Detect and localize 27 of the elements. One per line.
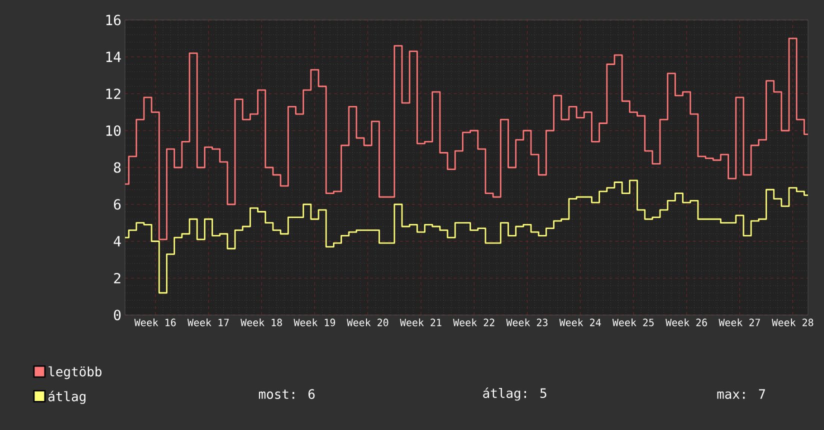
y-tick-label: 14 (106, 52, 121, 62)
y-tick-label: 16 (106, 14, 121, 26)
x-tick-label: Week 23 (506, 318, 548, 326)
x-tick-label: Week 19 (294, 318, 336, 326)
x-tick-label: Week 21 (400, 318, 442, 326)
x-tick-label: Week 20 (346, 318, 388, 326)
x-tick-label: Week 22 (453, 318, 494, 326)
x-tick-label: Week 24 (559, 318, 601, 326)
x-tick-label: Week 26 (666, 318, 707, 326)
y-tick-label: 8 (114, 162, 121, 173)
x-tick-label: Week 27 (718, 318, 760, 326)
legend-label: legtöbb (48, 366, 102, 380)
y-tick-label: 12 (106, 88, 120, 99)
y-tick-label: 2 (114, 272, 120, 284)
x-tick-label: Week 17 (187, 318, 229, 326)
legend-label: átlag (48, 390, 86, 404)
x-tick-label: Week 28 (772, 318, 814, 326)
text: most: 6 (258, 389, 315, 399)
text: átlag: 5 (483, 387, 546, 401)
y-tick-label: 4 (114, 236, 121, 246)
text: max: 7 (717, 389, 765, 399)
x-tick-label: Week 16 (134, 318, 176, 326)
x-tick-label: Week 18 (240, 318, 282, 326)
y-tick-label: 6 (114, 199, 121, 210)
x-tick-label: Week 25 (612, 318, 654, 326)
y-tick-label: 10 (106, 125, 121, 136)
y-tick-label: 0 (114, 310, 121, 320)
